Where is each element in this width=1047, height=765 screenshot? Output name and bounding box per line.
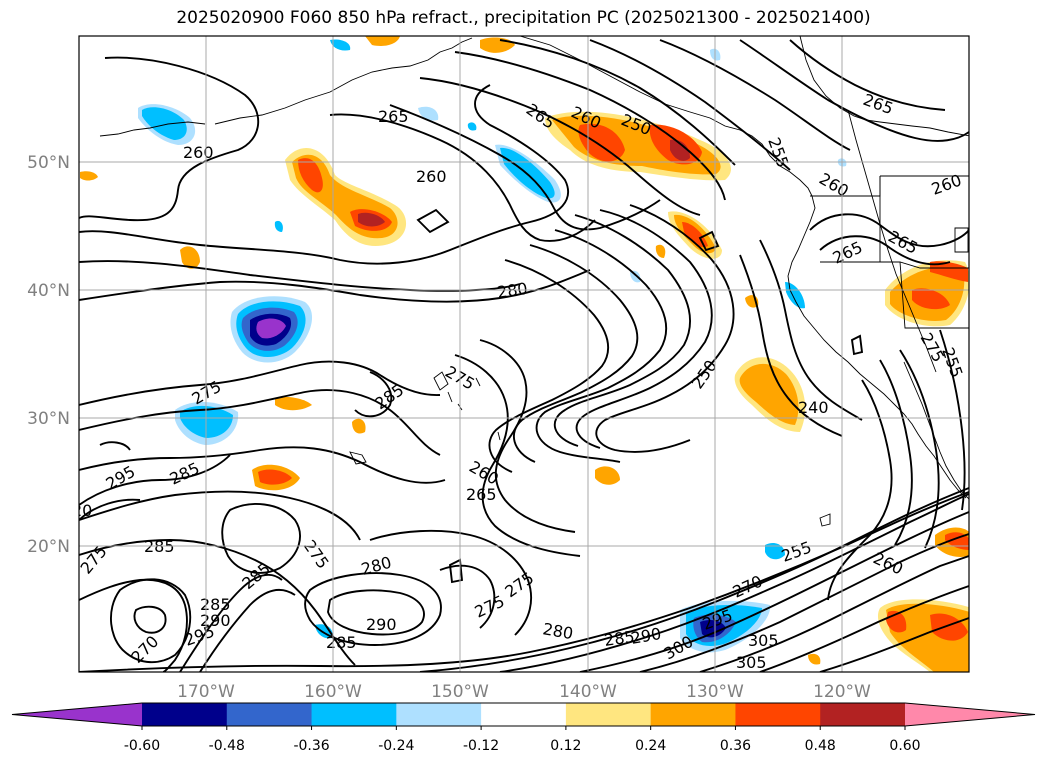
colorbar-segment: [396, 703, 482, 726]
lon-label: 120°W: [813, 682, 871, 702]
contour-label: 275: [300, 536, 333, 572]
contour-label: 20: [72, 501, 92, 520]
contour-label: 285: [326, 633, 357, 652]
colorbar-segment: [735, 703, 821, 726]
contour-label: 285: [167, 458, 203, 488]
lat-label: 30°N: [27, 409, 70, 429]
contour-label: 260: [929, 170, 964, 198]
contour-label: 240: [798, 398, 829, 417]
contour-label: 285: [603, 627, 636, 650]
colorbar-segment: [311, 703, 397, 726]
graticule: [79, 36, 969, 672]
colorbar-tick-labels: -0.60 -0.48 -0.36 -0.24 -0.12 0.12 0.24 0.36 0.4…: [124, 726, 921, 754]
colorbar-tick-label: -0.12: [463, 738, 499, 754]
lon-label: 150°W: [431, 682, 489, 702]
contour-label: 295: [103, 462, 139, 494]
contour-label: 265: [885, 227, 921, 258]
contour-label: 270: [730, 571, 766, 601]
lon-label: 140°W: [559, 682, 617, 702]
contour-label: 265: [830, 237, 866, 267]
colorbar-tick-label: 0.60: [889, 738, 920, 754]
lat-label: 20°N: [27, 537, 70, 557]
precip-shading: [80, 36, 969, 672]
contour-label: 290: [200, 611, 231, 630]
contour-label: 285: [371, 380, 407, 413]
contour-label: 280: [541, 619, 574, 643]
map-content: 260 265 260 265 260 250 255 265 260 260 …: [72, 36, 969, 672]
contour-label: 260: [183, 143, 214, 162]
lon-label: 160°W: [304, 682, 362, 702]
colorbar-segment: [650, 703, 736, 726]
contour-label: 290: [366, 615, 397, 634]
colorbar-tick-label: 0.24: [635, 738, 666, 754]
contour-label: 265: [466, 485, 497, 504]
colorbar-tick-label: -0.60: [124, 738, 160, 754]
colorbar-segment: [481, 703, 567, 726]
lon-label: 170°W: [177, 682, 235, 702]
contour-label: 285: [238, 559, 274, 593]
contour-label: 290: [629, 624, 662, 648]
colorbar-segment: [565, 703, 652, 726]
colorbar-segment: [226, 703, 313, 726]
contour-label: 285: [200, 595, 231, 614]
contour-label: 305: [736, 653, 767, 672]
colorbar-tick-label: -0.36: [293, 738, 329, 754]
contour-label: 255: [764, 135, 792, 170]
colorbar-tick-label: 0.12: [550, 738, 581, 754]
colorbar-tick-label: 0.36: [720, 738, 751, 754]
colorbar-segment: [820, 703, 906, 726]
colorbar-min-extension: [12, 703, 142, 726]
colorbar-segment: [142, 703, 228, 726]
map-title: 2025020900 F060 850 hPa refract., precip…: [176, 8, 871, 28]
map-frame: [78, 35, 970, 673]
colorbar: [11, 702, 1036, 727]
lat-label: 40°N: [27, 281, 70, 301]
contour-label: 255: [938, 345, 966, 380]
contour-label: 265: [861, 90, 896, 118]
colorbar-tick-label: 0.48: [805, 738, 836, 754]
contour-label: 305: [748, 631, 779, 650]
colorbar-tick-label: -0.48: [209, 738, 245, 754]
contour-label: 280: [359, 553, 393, 579]
lon-axis: 170°W 160°W 150°W 140°W 130°W 120°W: [177, 682, 871, 702]
contour-label: 250: [688, 356, 721, 392]
lon-label: 130°W: [686, 682, 744, 702]
colorbar-max-extension: [905, 703, 1035, 726]
contour-label: 265: [378, 107, 409, 126]
lat-label: 50°N: [27, 153, 70, 173]
lat-axis: 50°N 40°N 30°N 20°N: [27, 153, 70, 557]
contour-label: 260: [416, 167, 447, 186]
colorbar-tick-label: -0.24: [378, 738, 414, 754]
